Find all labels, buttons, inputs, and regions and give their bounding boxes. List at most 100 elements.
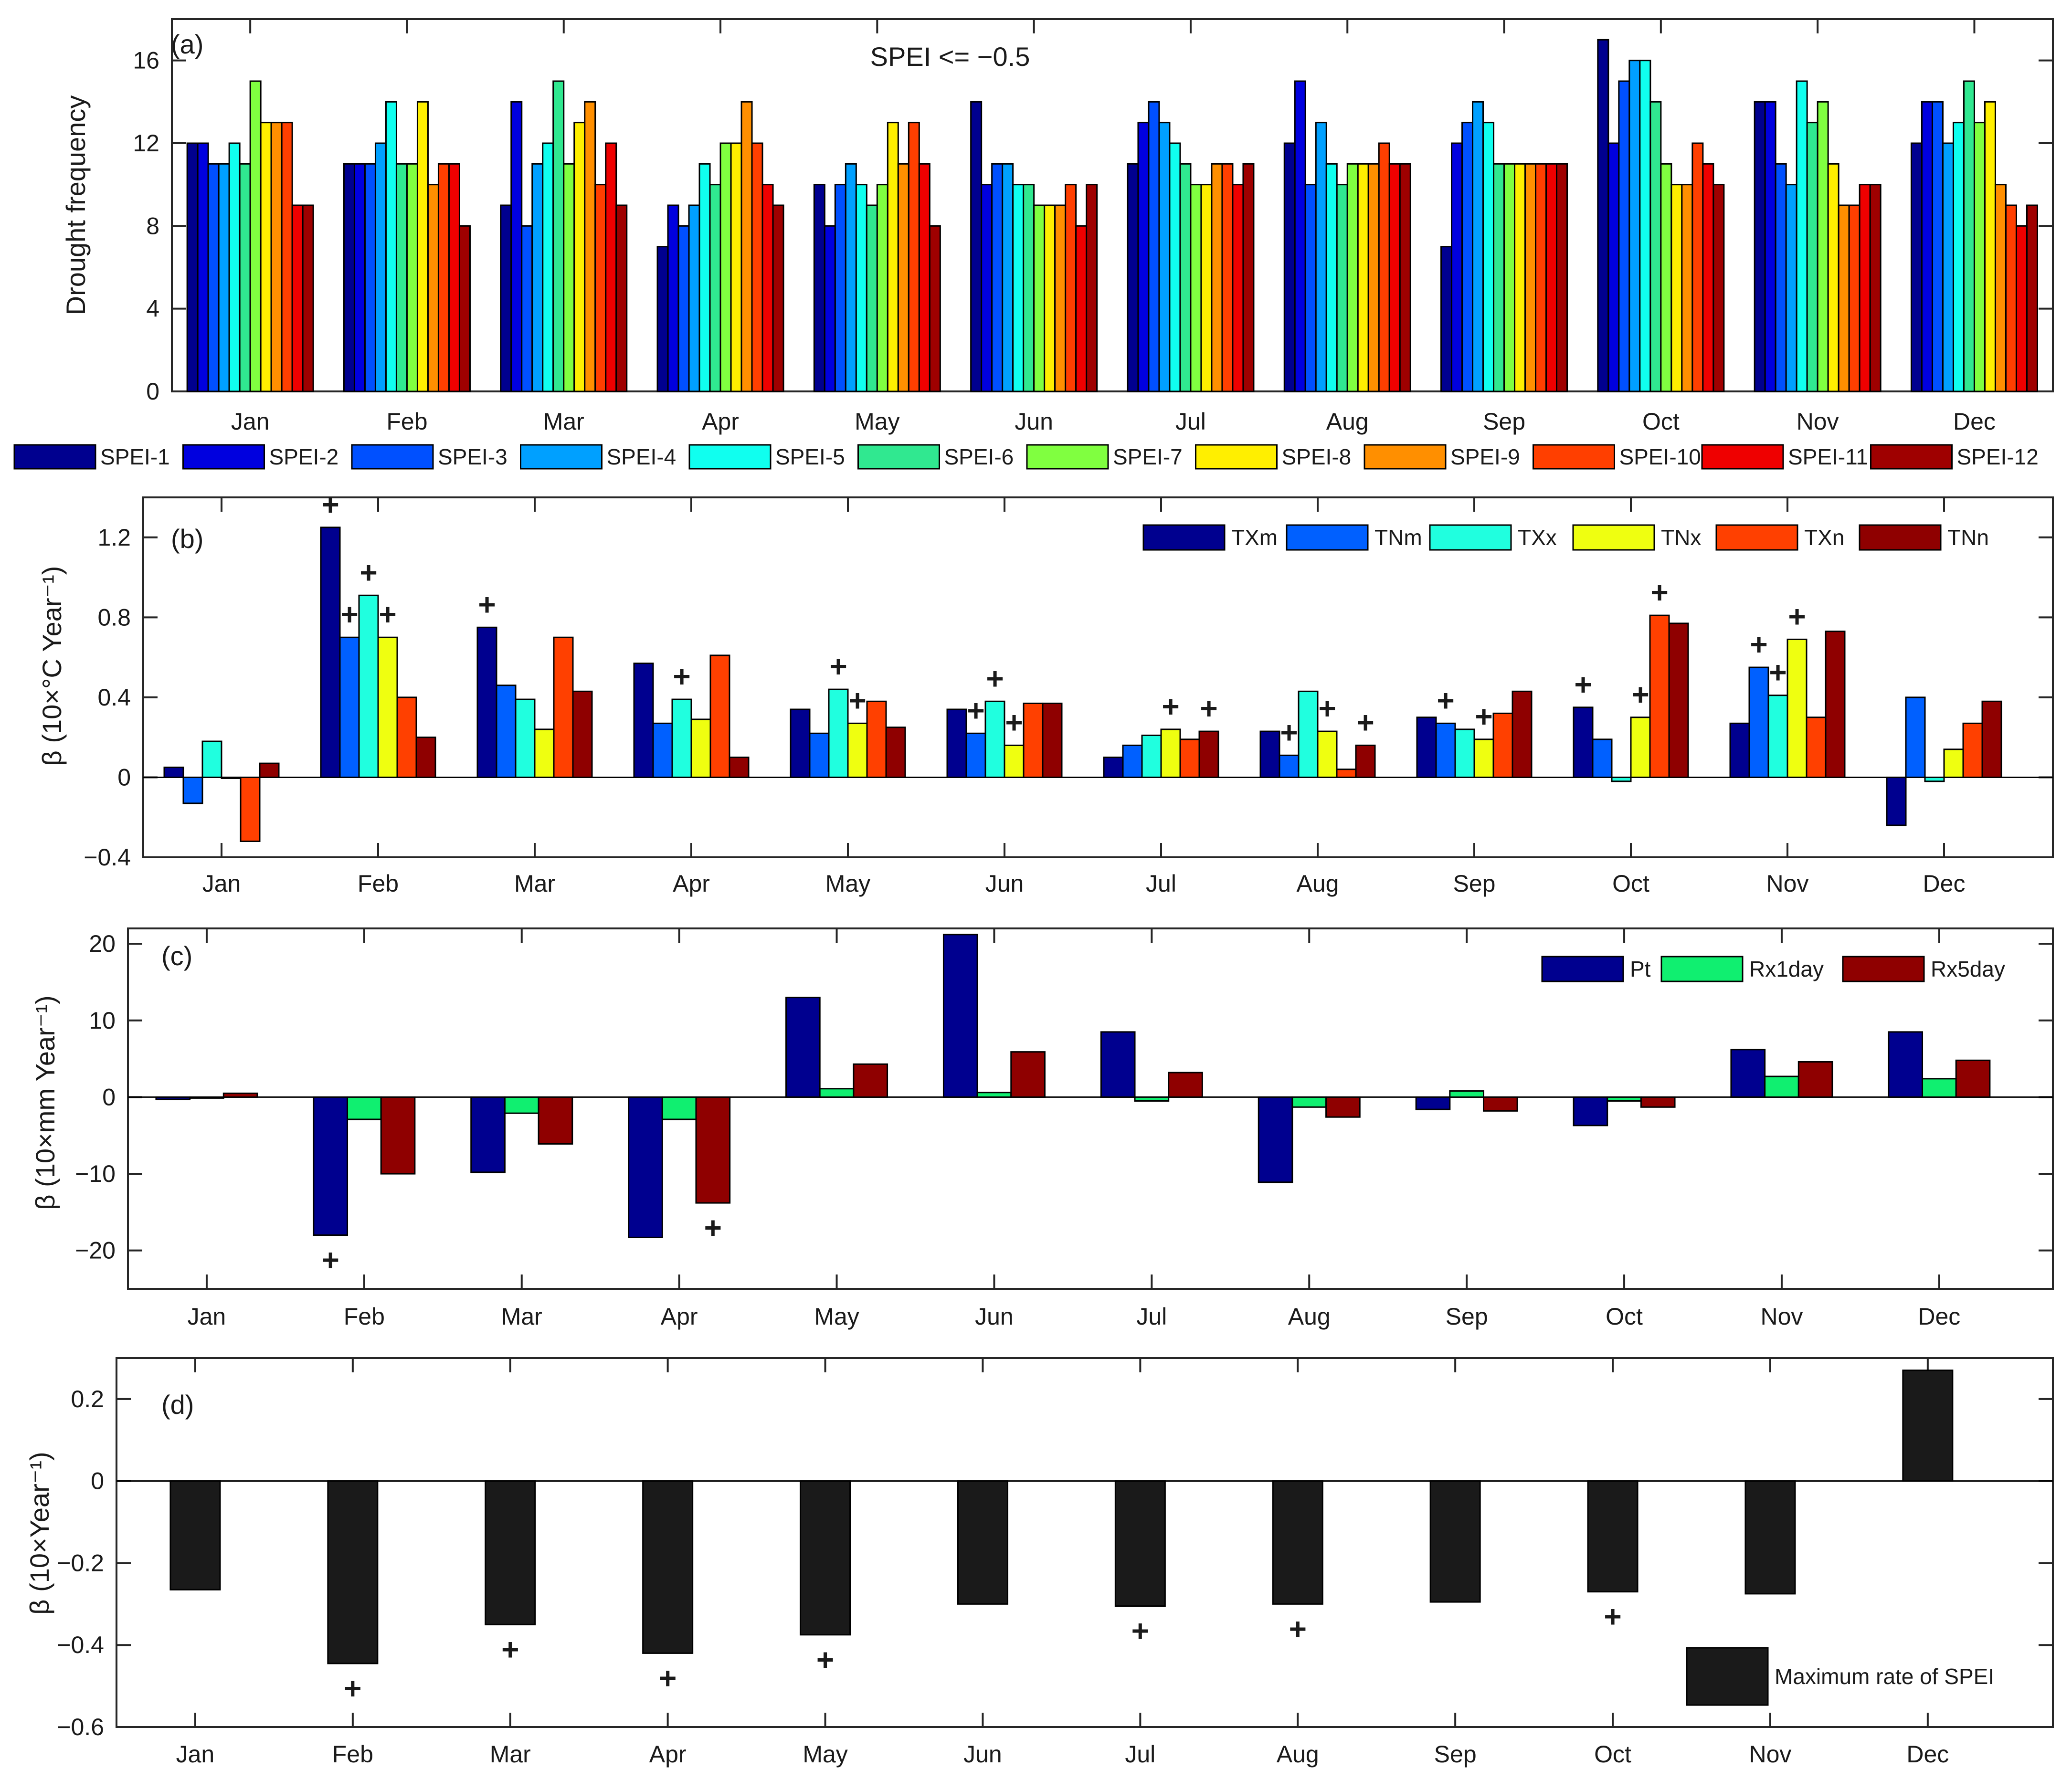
bar-rx1day-jan (189, 1096, 224, 1099)
x-tick-label-apr: Apr (702, 408, 739, 435)
bar-spei-5-jul (1169, 142, 1181, 392)
bar-maximum-rate-of-spei-jan (169, 1480, 221, 1590)
bar-spei-9-sep (1524, 163, 1537, 392)
bar-spei-3-jun (991, 163, 1004, 392)
significance-marker: + (986, 661, 1004, 695)
bar-tnn-may (885, 727, 906, 778)
bar-spei-3-mar (521, 225, 533, 392)
bar-spei-2-jun (981, 184, 993, 392)
bar-maximum-rate-of-spei-oct (1587, 1480, 1639, 1593)
bar-txn-may (866, 700, 887, 778)
legend-label: SPEI-7 (1113, 444, 1183, 469)
bar-maximum-rate-of-spei-apr (642, 1480, 694, 1654)
panel-c-y-axis-label: β (10×mm Year⁻¹) (30, 995, 60, 1210)
x-tick-label-aug: Aug (1277, 1741, 1319, 1768)
x-tick-label-sep: Sep (1453, 870, 1496, 897)
plot-area-frame (142, 496, 2054, 858)
panel-a-drought-frequency: (a) SPEI <= −0.5 Drought frequency 0 4 8 12… (61, 18, 2054, 435)
bar-spei-7-feb (406, 163, 418, 392)
significance-marker: + (501, 1632, 519, 1666)
x-tick-label-apr: Apr (673, 870, 710, 897)
bar-spei-8-mar (573, 122, 586, 392)
bar-maximum-rate-of-spei-jul (1114, 1480, 1166, 1607)
bar-txm-aug (1259, 730, 1280, 778)
bar-tnn-jul (1198, 730, 1219, 778)
bar-spei-2-dec (1921, 101, 1933, 392)
legend-swatch-spei-1 (13, 444, 96, 470)
legend-label: Pt (1630, 957, 1651, 981)
y-tick-label: 12 (133, 130, 159, 157)
bar-rx5day-sep (1482, 1096, 1518, 1112)
y-tick-label: −10 (75, 1160, 116, 1187)
x-tick-label-dec: Dec (1906, 1741, 1949, 1768)
bar-maximum-rate-of-spei-feb (327, 1480, 379, 1664)
bar-txx-jan (201, 740, 222, 778)
bar-spei-10-jul (1221, 163, 1234, 392)
legend-swatch-txx (1429, 524, 1512, 551)
x-tick-label-jun: Jun (963, 1741, 1002, 1768)
bar-spei-10-feb (437, 163, 450, 392)
bar-spei-10-mar (594, 184, 607, 392)
bar-txn-aug (1336, 769, 1357, 778)
significance-marker: + (1574, 667, 1592, 702)
bar-txx-feb (358, 594, 379, 778)
panel-b-tag: (b) (171, 524, 203, 554)
significance-marker: + (1131, 1614, 1149, 1648)
bar-spei-11-dec (2015, 225, 2028, 392)
bar-tnm-jan (182, 776, 203, 804)
bar-rx1day-mar (504, 1096, 539, 1114)
bar-txn-mar (553, 636, 574, 778)
bar-txm-jul (1103, 757, 1124, 778)
bar-pt-jan (155, 1096, 191, 1100)
x-tick-label-jul: Jul (1146, 870, 1176, 897)
bar-spei-7-apr (719, 142, 732, 392)
bar-spei-9-mar (584, 101, 596, 392)
legend-label: SPEI-11 (1788, 444, 1868, 469)
bar-spei-11-jan (291, 204, 304, 392)
x-tick-label-jan: Jan (202, 870, 241, 897)
panel-d-y-axis-label: β (10×Year⁻¹) (24, 1452, 54, 1614)
y-tick-label: 0 (117, 764, 131, 790)
bar-spei-5-jan (228, 142, 241, 392)
bar-spei-7-jan (249, 80, 262, 392)
y-tick-label: 0.4 (97, 684, 131, 711)
legend-label: SPEI-5 (775, 444, 845, 469)
bar-spei-8-apr (730, 142, 742, 392)
bar-spei-8-jun (1044, 204, 1056, 392)
x-tick-label-mar: Mar (543, 408, 584, 435)
x-tick-label-may: May (825, 870, 870, 897)
y-tick-label: 20 (89, 930, 116, 957)
bar-tnn-apr (729, 757, 750, 778)
x-tick-label-jan: Jan (176, 1741, 215, 1768)
bar-tnm-dec (1905, 696, 1926, 778)
bar-spei-1-dec (1910, 142, 1923, 392)
x-tick-label-nov: Nov (1797, 408, 1839, 435)
bar-spei-11-aug (1388, 163, 1401, 392)
bar-spei-4-feb (374, 142, 387, 392)
bar-spei-3-sep (1461, 122, 1474, 392)
bar-rx5day-dec (1955, 1059, 1991, 1098)
bar-spei-2-jan (197, 142, 209, 392)
x-tick-label-jun: Jun (975, 1303, 1014, 1330)
significance-marker: + (1289, 1611, 1307, 1646)
bar-spei-2-oct (1607, 142, 1620, 392)
x-tick-label-jan: Jan (188, 1303, 226, 1330)
x-tick-label-dec: Dec (1918, 1303, 1960, 1330)
bar-rx5day-jan (222, 1092, 258, 1098)
legend-label: Maximum rate of SPEI (1775, 1664, 1994, 1689)
x-tick-label-oct: Oct (1642, 408, 1680, 435)
bar-tnm-feb (339, 636, 360, 778)
bar-spei-1-jan (186, 142, 199, 392)
x-tick-label-jul: Jul (1175, 408, 1206, 435)
x-tick-label-oct: Oct (1612, 870, 1649, 897)
bar-txn-jan (240, 776, 261, 842)
bar-rx5day-jul (1168, 1072, 1203, 1098)
bar-tnx-oct (1630, 716, 1651, 778)
bar-spei-8-nov (1827, 163, 1839, 392)
bar-spei-6-dec (1963, 80, 1975, 392)
x-tick-label-sep: Sep (1446, 1303, 1488, 1330)
bar-spei-10-aug (1378, 142, 1390, 392)
bar-pt-jun (942, 934, 978, 1098)
x-tick-label-sep: Sep (1434, 1741, 1477, 1768)
panel-a-legend: SPEI-1 SPEI-2 SPEI-3 SPEI-4 SPEI-5 SPEI-6 SPEI… (13, 444, 2039, 470)
